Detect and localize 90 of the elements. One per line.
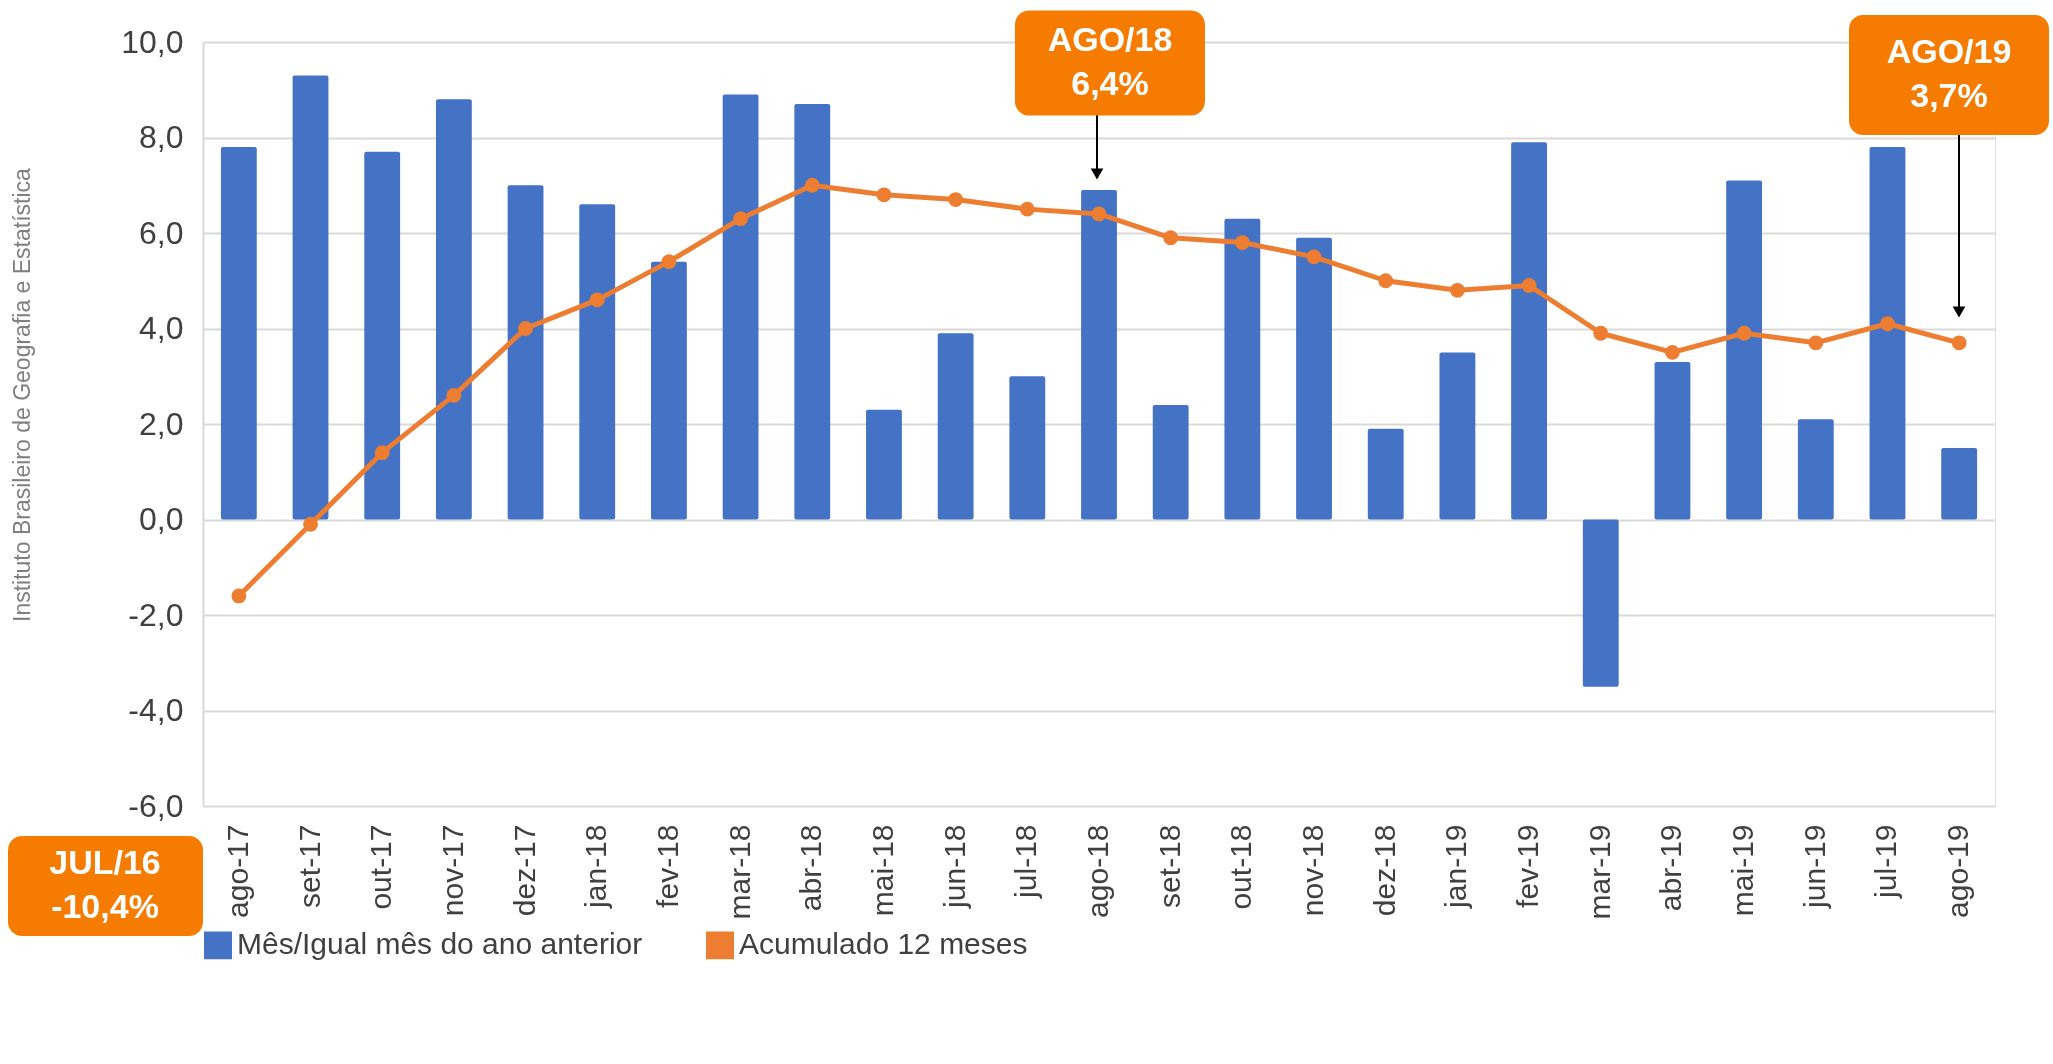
- point: [1449, 282, 1465, 298]
- x-tick-label: abr-19: [1654, 824, 1688, 912]
- x-tick-label: abr-18: [794, 824, 828, 912]
- x-tick-label: fev-18: [650, 824, 684, 908]
- bar: [1726, 180, 1763, 520]
- x-tick-label: jan-18: [579, 824, 613, 909]
- bar: [866, 409, 902, 520]
- point: [1736, 325, 1752, 341]
- point: [876, 187, 892, 203]
- bar: [1869, 147, 1906, 520]
- legend-label: Acumulado 12 meses: [739, 927, 1028, 961]
- bar: [1367, 428, 1404, 520]
- bar: [1009, 376, 1046, 520]
- y-tick-label: 6,0: [139, 214, 184, 251]
- x-tick-label: out-17: [364, 824, 398, 910]
- bar: [1224, 218, 1261, 520]
- x-tick-label: jun-18: [937, 824, 971, 909]
- y-tick-label: 8,0: [139, 119, 184, 155]
- text: JUL/16 -10,4%: [49, 843, 161, 925]
- y-tick-label: -6,0: [128, 787, 184, 824]
- point: [1808, 335, 1824, 351]
- x-tick-label: set-18: [1152, 824, 1186, 908]
- x-tick-label: mai-18: [865, 824, 899, 917]
- x-tick-label: jun-19: [1797, 824, 1831, 909]
- bar: [722, 94, 759, 520]
- y-tick-label: -4,0: [128, 692, 184, 728]
- bar: [651, 261, 687, 520]
- bar: [1941, 447, 1978, 520]
- x-tick-label: mai-19: [1726, 824, 1760, 917]
- y-tick-label: 0,0: [139, 501, 184, 537]
- point: [1521, 278, 1537, 293]
- point: [374, 445, 390, 461]
- point: [1880, 316, 1895, 332]
- x-tick-label: jan-19: [1439, 824, 1473, 909]
- annotation: AGO/18 6,4%: [1047, 20, 1173, 102]
- point: [518, 321, 533, 336]
- y-tick-label: 2,0: [139, 405, 184, 442]
- x-tick-label: nov-17: [435, 824, 469, 917]
- point: [589, 292, 605, 308]
- x-tick-label: jul-19: [1869, 824, 1903, 899]
- x-tick-label: dez-18: [1367, 824, 1401, 917]
- bar: [1797, 419, 1834, 520]
- x-tick-label: jul-18: [1009, 824, 1043, 899]
- bar: [794, 104, 831, 520]
- x-tick-label: ago-18: [1081, 824, 1114, 918]
- point: [303, 516, 318, 532]
- point: [1951, 335, 1967, 351]
- point: [446, 387, 462, 403]
- point: [1234, 235, 1250, 250]
- bar: [364, 151, 401, 520]
- bar: [507, 185, 544, 520]
- bar: [1152, 404, 1189, 520]
- point: [1593, 325, 1609, 341]
- x-tick-label: ago-19: [1941, 824, 1975, 918]
- bar: [579, 204, 616, 520]
- point: [1665, 344, 1680, 360]
- text: Instituto Brasileiro de Geografia e Estatística: [9, 167, 35, 622]
- point: [804, 177, 820, 193]
- bar: [1582, 519, 1619, 687]
- point: [948, 192, 964, 207]
- bar: [1654, 361, 1691, 520]
- x-tick-label: fev-19: [1511, 824, 1545, 908]
- bar: [1511, 142, 1547, 520]
- bar: [1081, 190, 1117, 520]
- bar: [937, 333, 974, 520]
- point: [661, 254, 677, 270]
- point: [1163, 230, 1179, 246]
- x-tick-label: dez-17: [507, 824, 541, 917]
- x-tick-label: set-17: [292, 824, 326, 908]
- point: [231, 588, 247, 604]
- bar: [220, 147, 257, 520]
- x-tick-label: nov-18: [1296, 824, 1330, 917]
- y-tick-label: 10,0: [121, 23, 184, 60]
- y-tick-label: 4,0: [139, 310, 184, 346]
- point: [733, 211, 749, 227]
- point: [1019, 201, 1035, 217]
- x-tick-label: out-18: [1224, 824, 1258, 910]
- point: [1091, 206, 1107, 222]
- annotation: AGO/19 3,7%: [1886, 32, 2012, 114]
- x-tick-label: mar-18: [722, 824, 756, 920]
- point: [1378, 273, 1394, 289]
- bar: [435, 99, 472, 520]
- bar: [1439, 352, 1476, 520]
- bar: [1296, 237, 1332, 520]
- legend-label: Mês/Igual mês do ano anterior: [237, 927, 643, 961]
- bar: [292, 75, 329, 520]
- x-tick-label: ago-17: [220, 824, 254, 918]
- point: [1306, 249, 1322, 265]
- x-tick-label: mar-19: [1582, 824, 1616, 920]
- y-tick-label: -2,0: [128, 596, 184, 633]
